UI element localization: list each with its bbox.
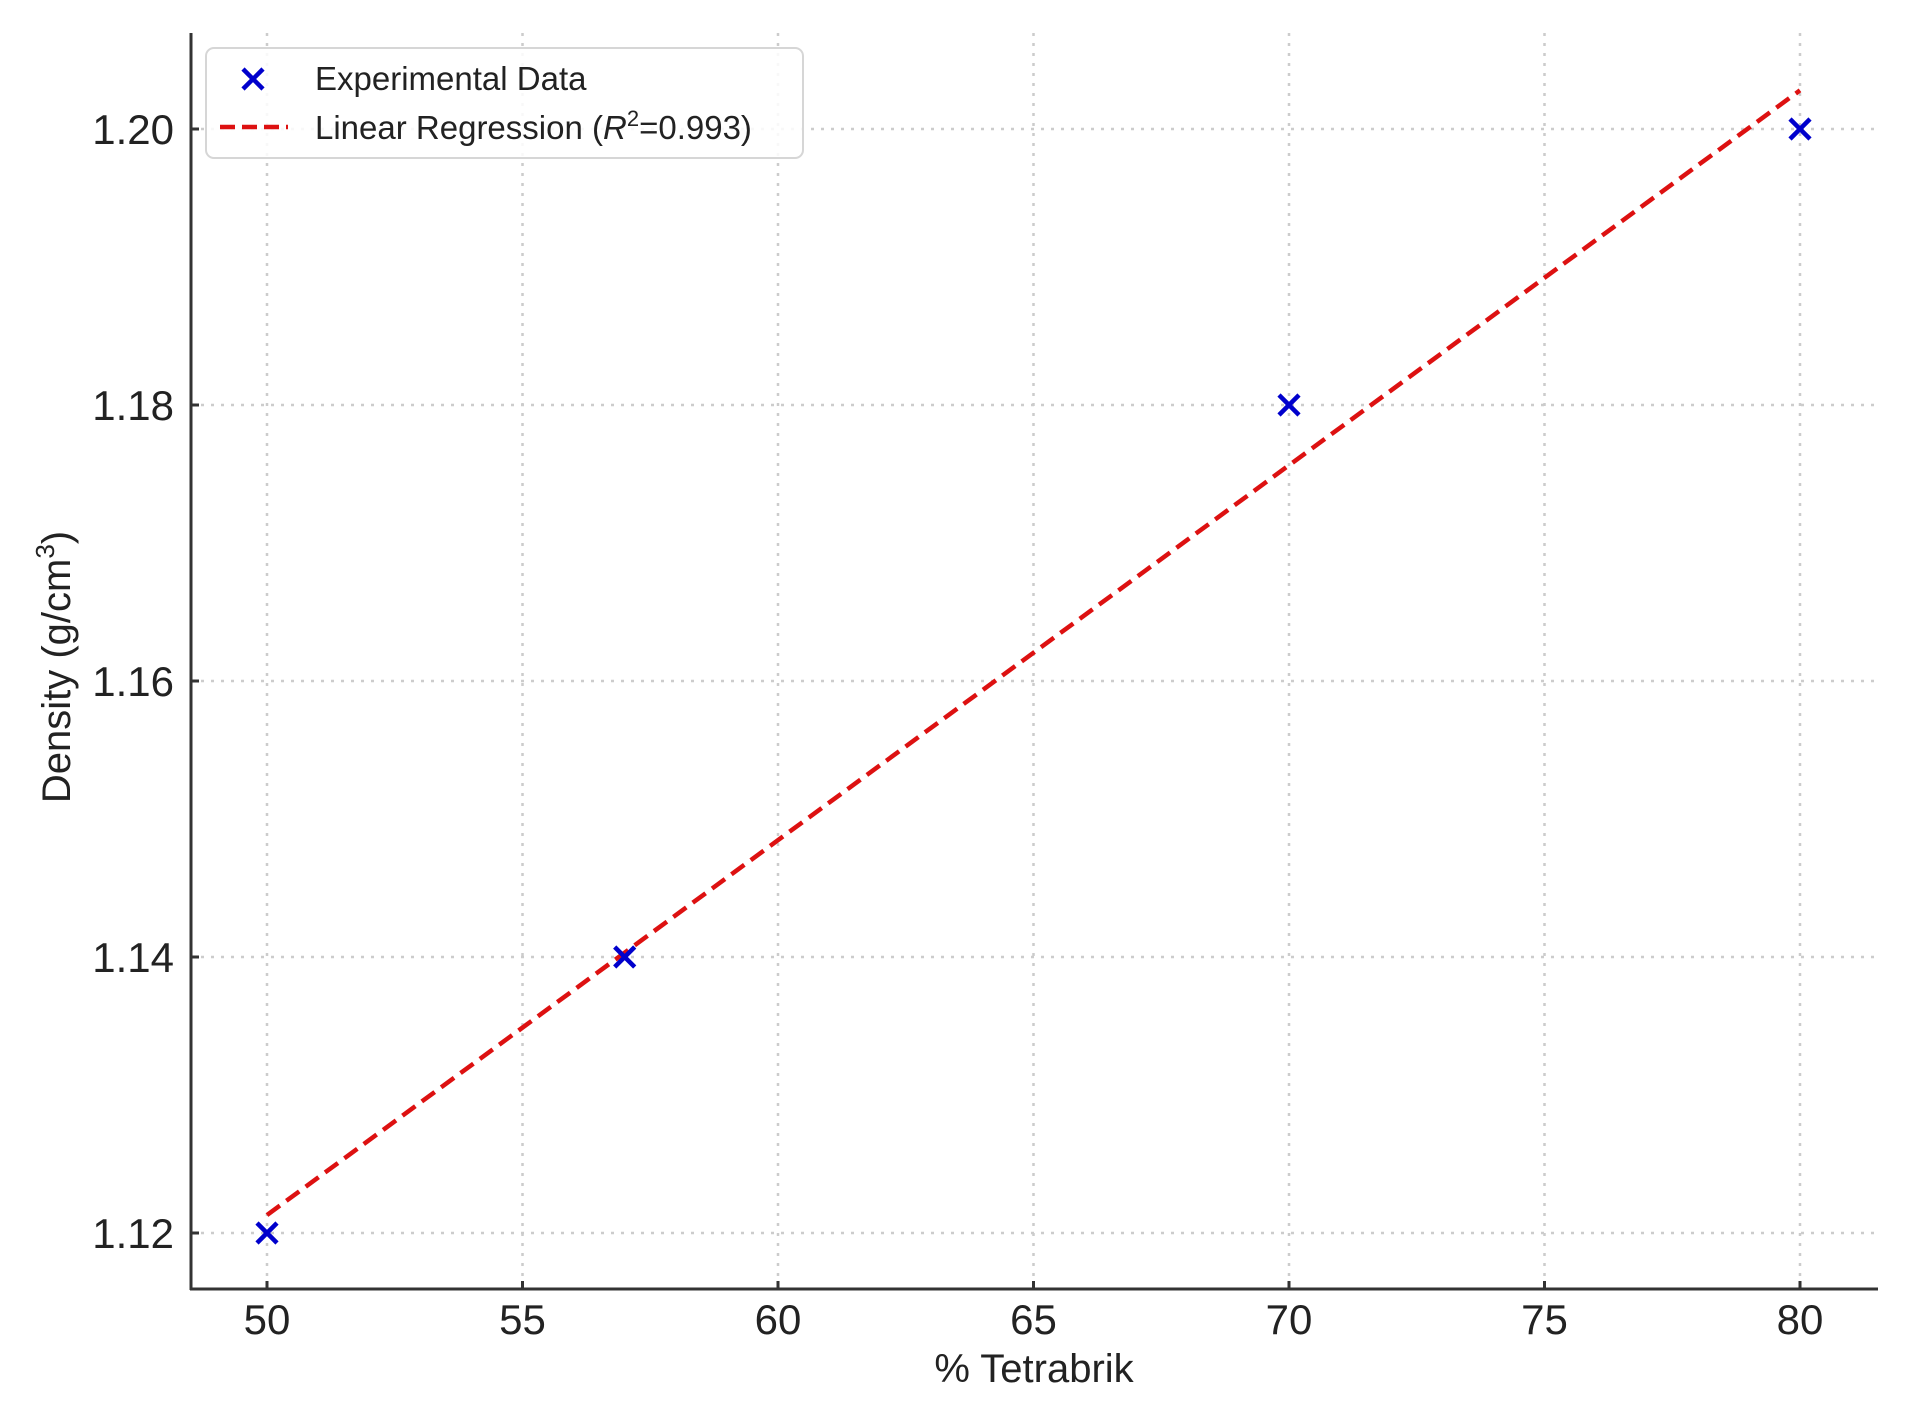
- y-tick-label: 1.20: [92, 106, 174, 153]
- x-tick-label: 60: [755, 1296, 802, 1343]
- data-point-x-marker: [1277, 393, 1301, 417]
- legend-item-linear-regression: Linear Regression (R2=0.993): [220, 106, 752, 146]
- y-axis-label-end: ): [35, 531, 79, 544]
- y-axis-label: Density (g/cm3): [30, 531, 79, 803]
- x-tick-label: 80: [1777, 1296, 1824, 1343]
- regression-line: [265, 88, 1802, 1217]
- legend-box: [205, 47, 804, 159]
- data-point-x-marker: [1788, 117, 1812, 141]
- legend-label-experimental-data: Experimental Data: [315, 60, 587, 97]
- y-tick-label: 1.16: [92, 658, 174, 705]
- data-point-x-marker: [613, 945, 637, 969]
- legend-x-marker: [241, 67, 265, 91]
- legend-item-experimental-data: Experimental Data: [241, 60, 587, 97]
- legend-regression-sup: 2: [627, 106, 639, 131]
- legend-regression-suffix: =0.993): [639, 109, 752, 146]
- x-tick-label: 55: [499, 1296, 546, 1343]
- y-tick-label: 1.12: [92, 1210, 174, 1257]
- legend: Experimental Data Linear Regression (R2=…: [205, 47, 804, 159]
- y-axis-label-main: Density (g/cm: [35, 559, 79, 804]
- y-tick-label: 1.14: [92, 934, 174, 981]
- x-tick-label: 75: [1521, 1296, 1568, 1343]
- tick-labels: 50 55 60 65 70 75 80 1.12 1.14 1.16 1.18 1.20: [92, 106, 1823, 1343]
- y-tick-label: 1.18: [92, 382, 174, 429]
- y-axis-label-sup: 3: [30, 544, 60, 558]
- x-tick-label: 70: [1266, 1296, 1313, 1343]
- plot-series: [255, 88, 1812, 1245]
- x-tick-label: 50: [244, 1296, 291, 1343]
- x-axis-label: % Tetrabrik: [934, 1347, 1134, 1391]
- x-marker-icon: [241, 67, 265, 91]
- x-tick-label: 65: [1010, 1296, 1057, 1343]
- legend-regression-prefix: Linear Regression (: [315, 109, 603, 146]
- legend-regression-r: R: [603, 109, 627, 146]
- legend-label-linear-regression: Linear Regression (R2=0.993): [315, 106, 752, 146]
- data-point-x-marker: [255, 1221, 279, 1245]
